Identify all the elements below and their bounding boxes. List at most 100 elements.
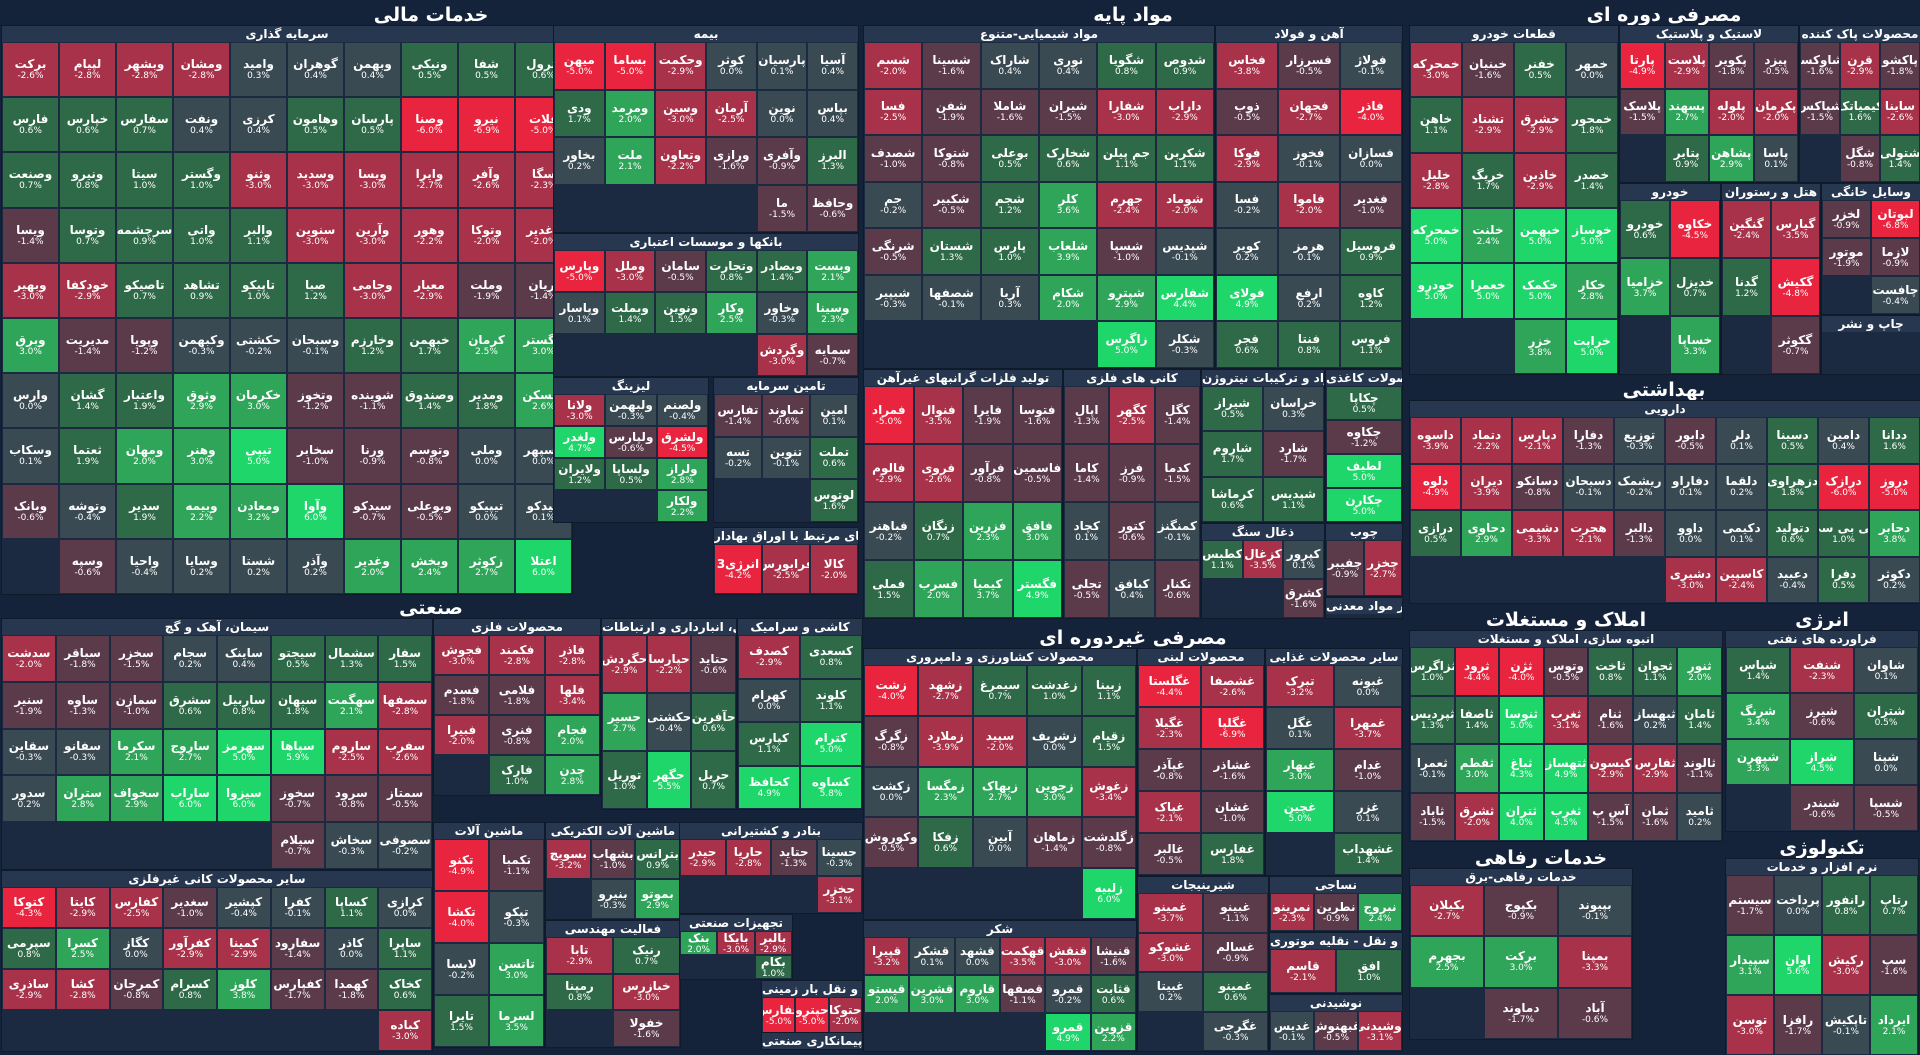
stock-tile[interactable]: تبرک -3.2%: [1266, 665, 1334, 707]
stock-tile[interactable]: پاسا 0.1%: [1753, 135, 1798, 182]
stock-tile[interactable]: سشمال 1.3%: [324, 635, 379, 682]
stock-tile[interactable]: کگاز 0.0%: [109, 928, 164, 969]
stock-tile[interactable]: کهرام 0.0%: [738, 678, 800, 722]
stock-tile[interactable]: سقاین -0.3%: [2, 728, 56, 776]
stock-tile[interactable]: تکنو -4.9%: [434, 839, 489, 891]
stock-tile[interactable]: شگل -0.8%: [1840, 135, 1880, 182]
stock-tile[interactable]: وثوق 2.9%: [173, 373, 230, 429]
stock-tile[interactable]: سپرمی 0.8%: [2, 928, 56, 969]
stock-tile[interactable]: ددانا 1.6%: [1869, 417, 1920, 464]
stock-tile[interactable]: درازک -6.0%: [1818, 463, 1869, 510]
stock-tile[interactable]: کگهر -2.5%: [1109, 386, 1155, 444]
stock-tile[interactable]: گنگین -2.4%: [1722, 200, 1771, 258]
stock-tile[interactable]: دامین 0.4%: [1818, 417, 1869, 464]
stock-tile[interactable]: فولاژ -0.1%: [1340, 42, 1402, 89]
stock-tile[interactable]: شیراز 0.5%: [1202, 386, 1263, 432]
stock-tile[interactable]: کتور -0.6%: [1109, 502, 1155, 560]
stock-tile[interactable]: حگهر 5.5%: [646, 751, 692, 809]
stock-tile[interactable]: سهگمت 2.1%: [324, 681, 379, 729]
stock-tile[interactable]: حتاید -0.6%: [691, 635, 736, 693]
stock-tile[interactable]: ولصنم -0.4%: [656, 394, 708, 426]
stock-tile[interactable]: وپاسار 0.1%: [554, 292, 605, 334]
stock-tile[interactable]: ولغدر 4.7%: [554, 426, 606, 458]
stock-tile[interactable]: والبر 1.1%: [230, 207, 287, 263]
stock-tile[interactable]: فسا -0.2%: [1216, 181, 1278, 229]
stock-tile[interactable]: سپید -2.0%: [972, 715, 1028, 767]
stock-tile[interactable]: حتوکا -2.0%: [828, 997, 862, 1033]
stock-tile[interactable]: پلاست -2.9%: [1664, 42, 1709, 89]
stock-tile[interactable]: غچین 5.0%: [1266, 791, 1334, 833]
stock-tile[interactable]: فاذر -4.0%: [1340, 88, 1402, 136]
stock-tile[interactable]: فایرا -1.9%: [963, 386, 1013, 444]
stock-tile[interactable]: شپدیس -0.1%: [1155, 228, 1214, 275]
stock-tile[interactable]: وآفری -0.9%: [756, 137, 808, 185]
stock-tile[interactable]: شتولی 1.4%: [1880, 135, 1920, 182]
stock-tile[interactable]: تجلی -0.5%: [1064, 560, 1110, 618]
stock-tile[interactable]: ونیکی 0.5%: [401, 42, 458, 98]
stock-tile[interactable]: زبینا 1.1%: [1081, 665, 1136, 716]
stock-tile[interactable]: خریگ 1.7%: [1462, 152, 1514, 208]
stock-tile[interactable]: وسبحان -0.1%: [287, 318, 344, 374]
stock-tile[interactable]: دلر 0.1%: [1716, 417, 1767, 464]
stock-tile[interactable]: سشرق 0.6%: [163, 681, 217, 729]
stock-tile[interactable]: دشیمی -3.3%: [1512, 510, 1563, 557]
stock-tile[interactable]: ولکار 2.2%: [656, 490, 708, 522]
stock-tile[interactable]: دابور -0.5%: [1665, 417, 1716, 464]
stock-tile[interactable]: سدیر 1.9%: [116, 483, 173, 539]
stock-tile[interactable]: دتماد -2.2%: [1461, 417, 1512, 464]
stock-tile[interactable]: حگردش -2.9%: [602, 635, 647, 693]
stock-tile[interactable]: شسپا -0.5%: [1854, 785, 1918, 831]
stock-tile[interactable]: وبهیر -3.0%: [2, 262, 59, 318]
stock-tile[interactable]: پارسیان 0.1%: [756, 42, 808, 90]
stock-tile[interactable]: تماوند -0.6%: [762, 394, 810, 437]
stock-tile[interactable]: وصندوق 1.4%: [401, 373, 458, 429]
stock-tile[interactable]: حاریا -2.8%: [725, 839, 771, 876]
stock-tile[interactable]: اوان 5.6%: [1774, 935, 1822, 995]
stock-tile[interactable]: وبانک -0.6%: [2, 483, 59, 539]
stock-tile[interactable]: شاملا -1.6%: [980, 88, 1039, 136]
stock-tile[interactable]: زاگرس 5.0%: [1097, 321, 1156, 368]
stock-tile[interactable]: گدنا 1.2%: [1722, 258, 1771, 316]
stock-tile[interactable]: واتی 1.0%: [173, 207, 230, 263]
stock-tile[interactable]: تنوین -0.1%: [762, 436, 810, 480]
stock-tile[interactable]: کمرجان -0.8%: [109, 969, 164, 1010]
stock-tile[interactable]: ذوب -0.5%: [1216, 88, 1278, 136]
stock-tile[interactable]: تیپی 5.0%: [230, 428, 287, 484]
stock-tile[interactable]: فروسیل 0.9%: [1340, 228, 1402, 275]
stock-tile[interactable]: غدام -1.0%: [1334, 749, 1402, 791]
stock-tile[interactable]: کترام 5.0%: [800, 722, 862, 766]
stock-tile[interactable]: کمینا -2.9%: [217, 928, 271, 969]
stock-tile[interactable]: شسینا -1.6%: [922, 42, 981, 89]
stock-tile[interactable]: ثقطم 3.0%: [1454, 744, 1500, 793]
stock-tile[interactable]: سپ -1.6%: [1870, 935, 1918, 995]
stock-tile[interactable]: دالبر -1.3%: [1614, 510, 1665, 557]
stock-tile[interactable]: کفرآور -2.9%: [163, 928, 217, 969]
stock-tile[interactable]: وتوسا 0.7%: [59, 207, 116, 263]
stock-tile[interactable]: فاموا -2.0%: [1278, 181, 1340, 229]
stock-tile[interactable]: فباهنر -0.2%: [864, 502, 914, 560]
stock-tile[interactable]: دتولید 0.6%: [1767, 510, 1818, 557]
stock-tile[interactable]: دحاوی 2.9%: [1461, 510, 1512, 557]
stock-tile[interactable]: ثجوان 1.1%: [1632, 647, 1678, 696]
stock-tile[interactable]: شپترو 2.9%: [1097, 274, 1156, 322]
stock-tile[interactable]: ونفت 0.4%: [173, 97, 230, 153]
stock-tile[interactable]: دسبحان -0.1%: [1563, 463, 1614, 510]
stock-tile[interactable]: زگرگ -0.8%: [864, 715, 919, 767]
stock-tile[interactable]: وخاور -0.3%: [756, 292, 808, 334]
stock-tile[interactable]: بخاور 0.2%: [554, 137, 605, 185]
stock-tile[interactable]: وتوسم -0.8%: [401, 428, 458, 484]
stock-tile[interactable]: وبهمن 0.4%: [344, 42, 401, 98]
stock-tile[interactable]: غبیتا 0.2%: [1138, 972, 1203, 1012]
stock-tile[interactable]: ثرود -4.4%: [1454, 647, 1500, 696]
stock-tile[interactable]: اپال -1.3%: [1064, 386, 1110, 444]
stock-tile[interactable]: دجابر 3.8%: [1869, 510, 1920, 557]
stock-tile[interactable]: کبافق 0.4%: [1109, 560, 1155, 618]
stock-tile[interactable]: حآفرین 0.6%: [691, 693, 736, 751]
stock-tile[interactable]: قنیشا -1.6%: [1090, 937, 1136, 975]
stock-tile[interactable]: وکار 2.5%: [706, 292, 757, 334]
stock-tile[interactable]: سخاش -0.3%: [324, 822, 379, 869]
stock-tile[interactable]: وسایا 0.2%: [173, 538, 230, 594]
stock-tile[interactable]: ساروج 2.7%: [163, 728, 217, 776]
stock-tile[interactable]: افق 1.0%: [1336, 949, 1402, 993]
stock-tile[interactable]: شسم -2.0%: [864, 42, 923, 89]
